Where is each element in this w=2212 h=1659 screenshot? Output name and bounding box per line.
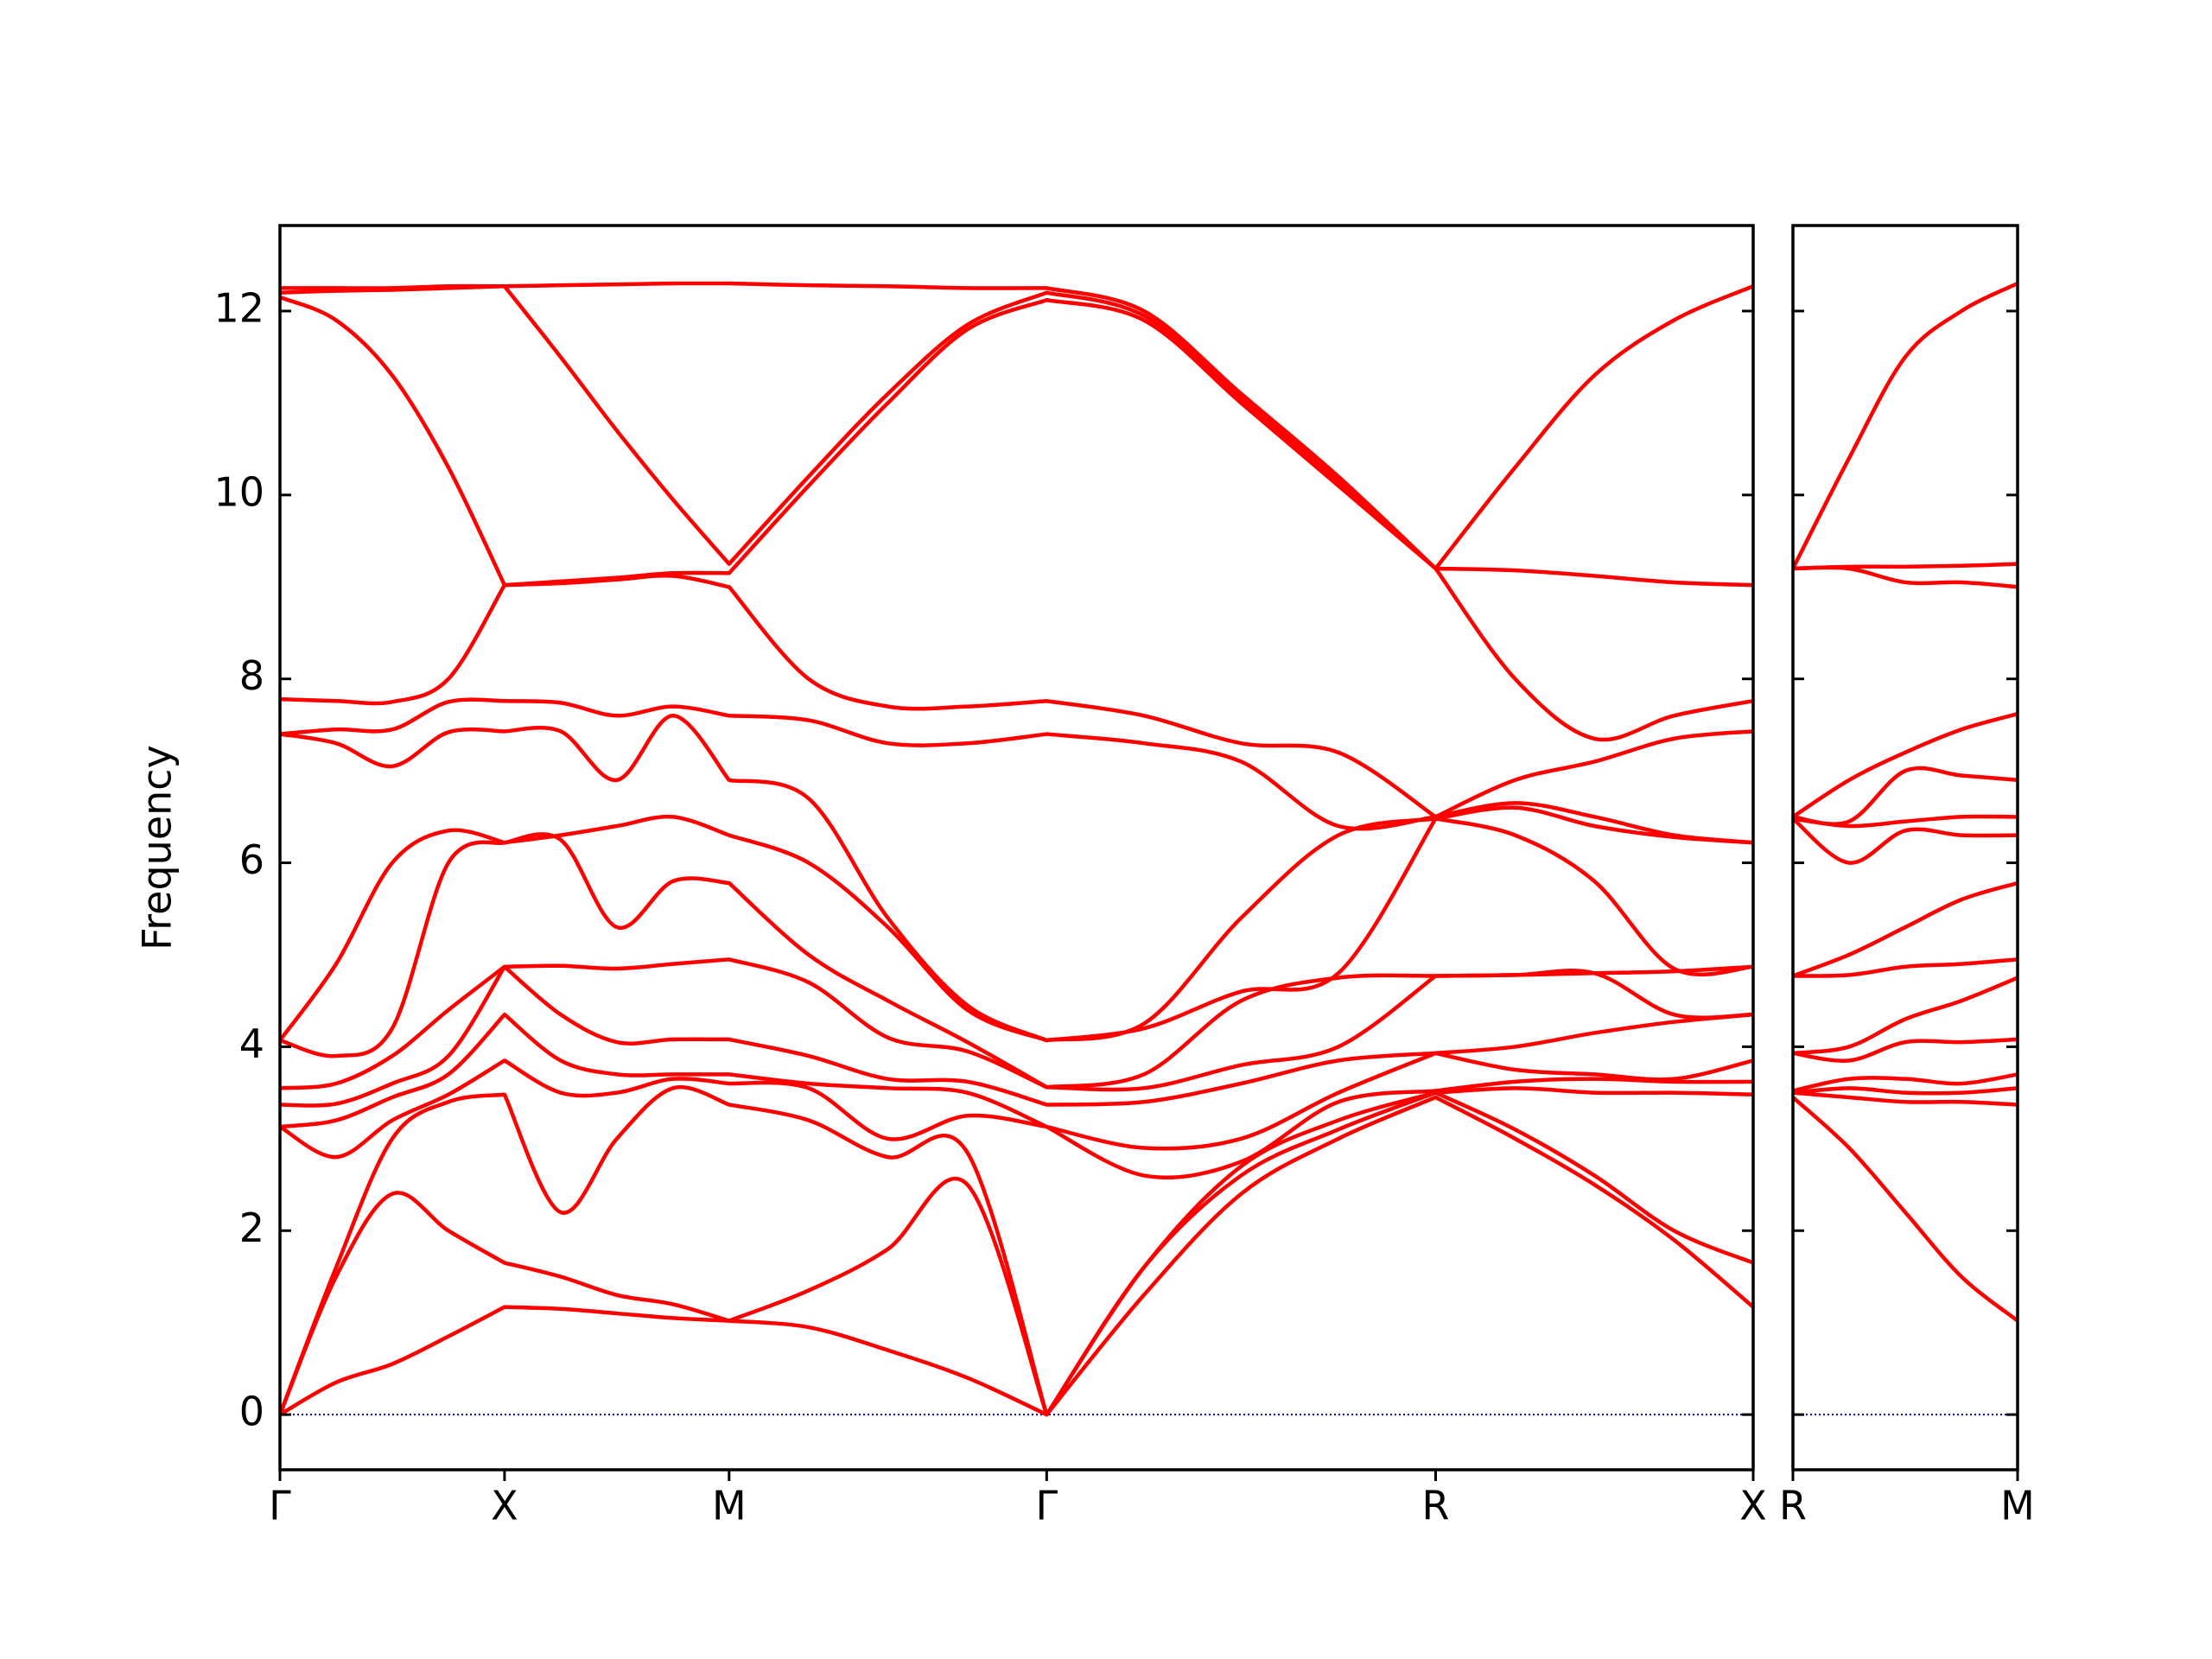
band-line (280, 814, 1753, 1043)
band-line (1793, 1086, 2018, 1096)
y-tick-label: 6 (239, 836, 264, 883)
y-tick-label: 4 (239, 1020, 264, 1067)
x-tick-label: M (2000, 1483, 2035, 1529)
y-tick-label: 0 (239, 1389, 264, 1435)
band-line (1793, 711, 2018, 819)
x-tick-label: X (1739, 1483, 1767, 1529)
bands (1793, 282, 2018, 1323)
band-line (1793, 1096, 2018, 1323)
band-line (1793, 957, 2018, 978)
x-tick-label: X (491, 1483, 518, 1529)
y-axis-label: Frequency (134, 745, 181, 950)
y-tick-label: 8 (239, 652, 264, 699)
plot-frame (1791, 224, 2019, 1471)
x-tick-label: R (1779, 1483, 1807, 1529)
x-tick-label: Γ (269, 1483, 291, 1529)
band-line (280, 295, 1753, 742)
band-line (280, 1090, 1753, 1417)
band-line (280, 832, 1753, 1090)
band-line (280, 281, 1753, 571)
x-tick-label: R (1422, 1483, 1450, 1529)
band-line (1793, 282, 2018, 570)
band-line (1793, 1090, 2018, 1107)
band-line (280, 1084, 1753, 1417)
x-tick-label: Γ (1036, 1483, 1058, 1529)
band-line (1793, 766, 2018, 826)
band-line (280, 714, 1753, 1043)
band-line (280, 964, 1753, 1108)
band-line (1793, 976, 2018, 1056)
band-line (280, 697, 1753, 845)
band-line (280, 1058, 1753, 1179)
plot-frame (278, 224, 1755, 1471)
band-line (1793, 1037, 2018, 1063)
band-line (280, 1095, 1753, 1417)
band-line (1793, 562, 2018, 571)
x-tick-label: M (712, 1483, 747, 1529)
band-line (1793, 880, 2018, 978)
band-line (280, 573, 1753, 819)
bands (280, 281, 1753, 1417)
y-tick-label: 10 (213, 468, 264, 515)
band-line (1793, 1072, 2018, 1093)
y-tick-label: 2 (239, 1205, 264, 1251)
y-tick-label: 12 (213, 284, 264, 331)
band-line (280, 1012, 1753, 1151)
band-line (1793, 817, 2018, 865)
